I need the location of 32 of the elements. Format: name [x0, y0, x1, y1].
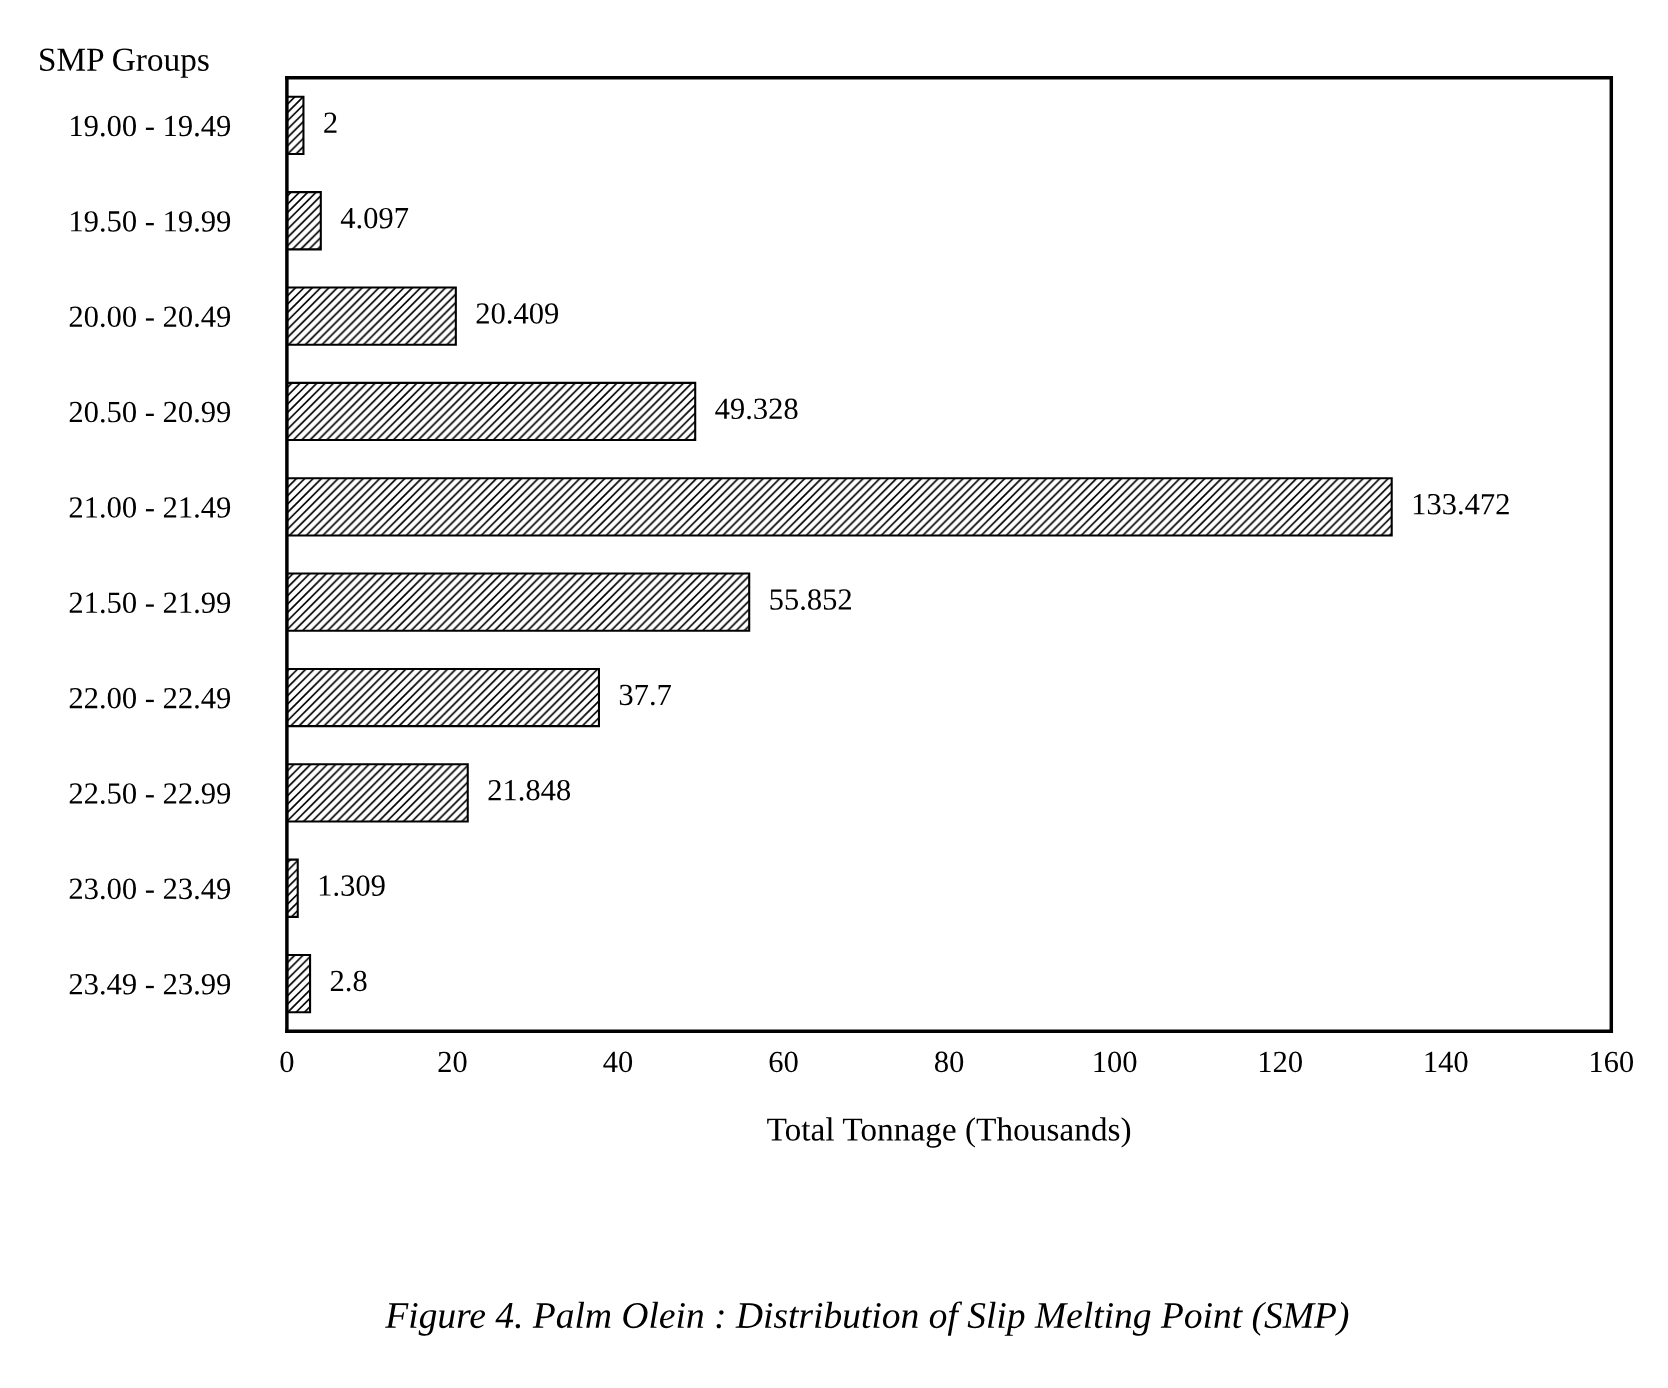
data-label: 2.8 [330, 970, 367, 992]
x-tick-label: 120 [1259, 1051, 1302, 1073]
y-tick-label: 23.49 - 23.99 [69, 973, 231, 995]
x-axis-title: Total Tonnage (Thousands) [767, 1117, 1131, 1148]
x-tick-label: 40 [603, 1051, 633, 1073]
x-tick-label: 20 [438, 1051, 467, 1073]
x-tick-label: 140 [1425, 1051, 1468, 1073]
y-tick-label: 19.50 - 19.99 [71, 211, 231, 232]
data-label: 1.309 [319, 875, 385, 897]
y-axis-title: SMP Groups [40, 48, 209, 78]
x-tick-label: 100 [1094, 1051, 1137, 1073]
data-label: 133.472 [1413, 493, 1509, 515]
y-tick-label: 21.00 - 21.49 [69, 497, 231, 518]
y-tick-label: 20.50 - 20.99 [69, 401, 231, 423]
y-tick-label: 22.50 - 22.99 [69, 783, 231, 804]
data-label: 20.409 [476, 303, 559, 324]
data-label: 2 [324, 112, 337, 133]
data-label: 49.328 [715, 398, 798, 420]
y-tick-label: 20.00 - 20.49 [69, 306, 231, 328]
x-tick-label: 60 [769, 1051, 798, 1073]
x-tick-label: 160 [1591, 1051, 1634, 1073]
y-tick-label: 19.00 - 19.49 [71, 115, 231, 137]
data-label: 37.7 [619, 684, 671, 706]
y-tick-label: 23.00 - 23.49 [69, 878, 231, 900]
data-label: 21.848 [488, 779, 571, 801]
data-label: 4.097 [340, 207, 409, 229]
y-tick-label: 21.50 - 21.99 [69, 592, 231, 614]
x-tick-label: 0 [280, 1051, 294, 1073]
data-label: 55.852 [770, 589, 851, 610]
y-tick-label: 22.00 - 22.49 [69, 687, 231, 709]
x-tick-label: 80 [934, 1051, 964, 1073]
caption: Figure 4. Palm Olein : Distribution of Slip Melting Point (SMP) [385, 1301, 1349, 1336]
